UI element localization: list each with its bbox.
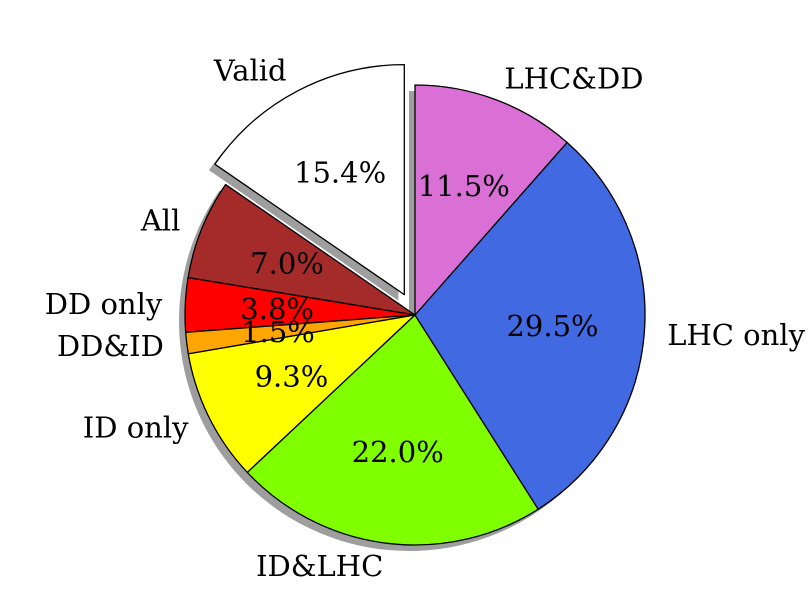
- pct-label-id-only: 9.3%: [255, 359, 329, 393]
- slice-label-id-and-lhc: ID&LHC: [256, 549, 383, 583]
- slice-label-lhc-only: LHC only: [667, 318, 805, 352]
- slice-label-lhc-and-dd: LHC&DD: [504, 61, 643, 95]
- pct-label-valid: 15.4%: [294, 155, 386, 189]
- slice-label-dd-only: DD only: [45, 287, 163, 321]
- pct-label-lhc-and-dd: 11.5%: [418, 169, 510, 203]
- slice-label-valid: Valid: [213, 54, 287, 88]
- pie-slice-lhc-only: [414, 141, 646, 510]
- pie-slice-valid: [214, 63, 405, 296]
- pct-label-lhc-only: 29.5%: [506, 309, 598, 343]
- pie-slice-lhc-and-dd: [414, 84, 568, 316]
- slice-label-id-only: ID only: [83, 411, 189, 445]
- slice-label-dd-and-id: DD&ID: [57, 329, 164, 363]
- pct-label-id-and-lhc: 22.0%: [352, 435, 444, 469]
- pie-slice-all: [187, 183, 416, 316]
- pct-label-dd-only: 3.8%: [240, 292, 314, 326]
- pie-slice-id-only: [187, 314, 416, 474]
- slice-label-all: All: [140, 203, 181, 237]
- pie-slice-id-and-lhc: [246, 314, 539, 546]
- label-layer: 15.4% Valid 7.0% All 3.8% DD only 1.5% DD&ID 9.3…: [45, 54, 806, 583]
- pct-label-all: 7.0%: [250, 246, 324, 280]
- slice-layer: [184, 63, 646, 546]
- pct-label-dd-and-id: 1.5%: [241, 315, 315, 349]
